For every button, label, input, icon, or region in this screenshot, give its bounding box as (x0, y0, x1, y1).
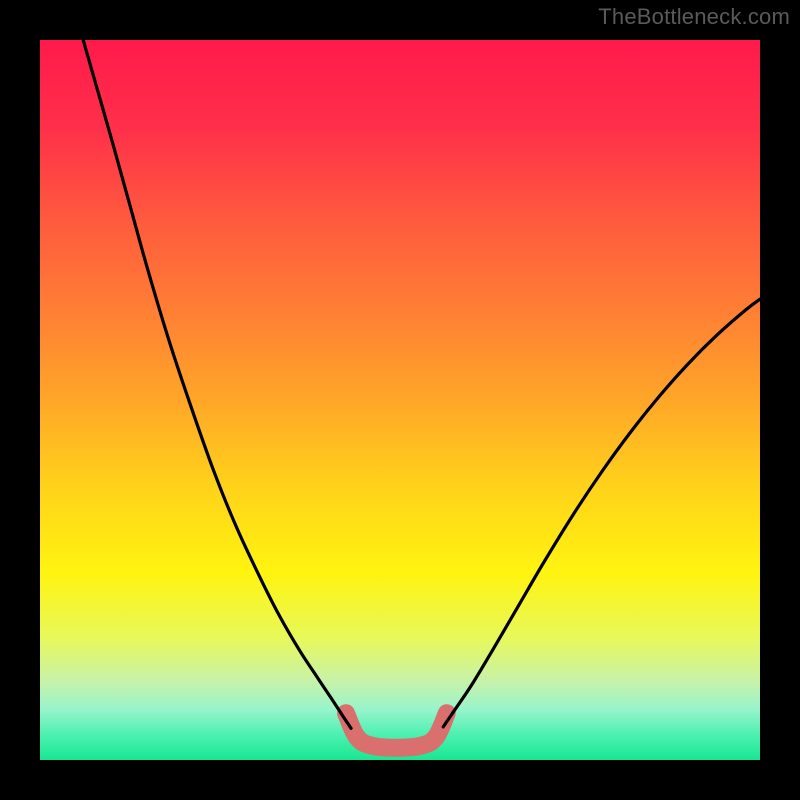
chart-stage: TheBottleneck.com (0, 0, 800, 800)
chart-background (40, 40, 760, 760)
watermark-text: TheBottleneck.com (598, 4, 790, 30)
bottleneck-chart (0, 0, 800, 800)
